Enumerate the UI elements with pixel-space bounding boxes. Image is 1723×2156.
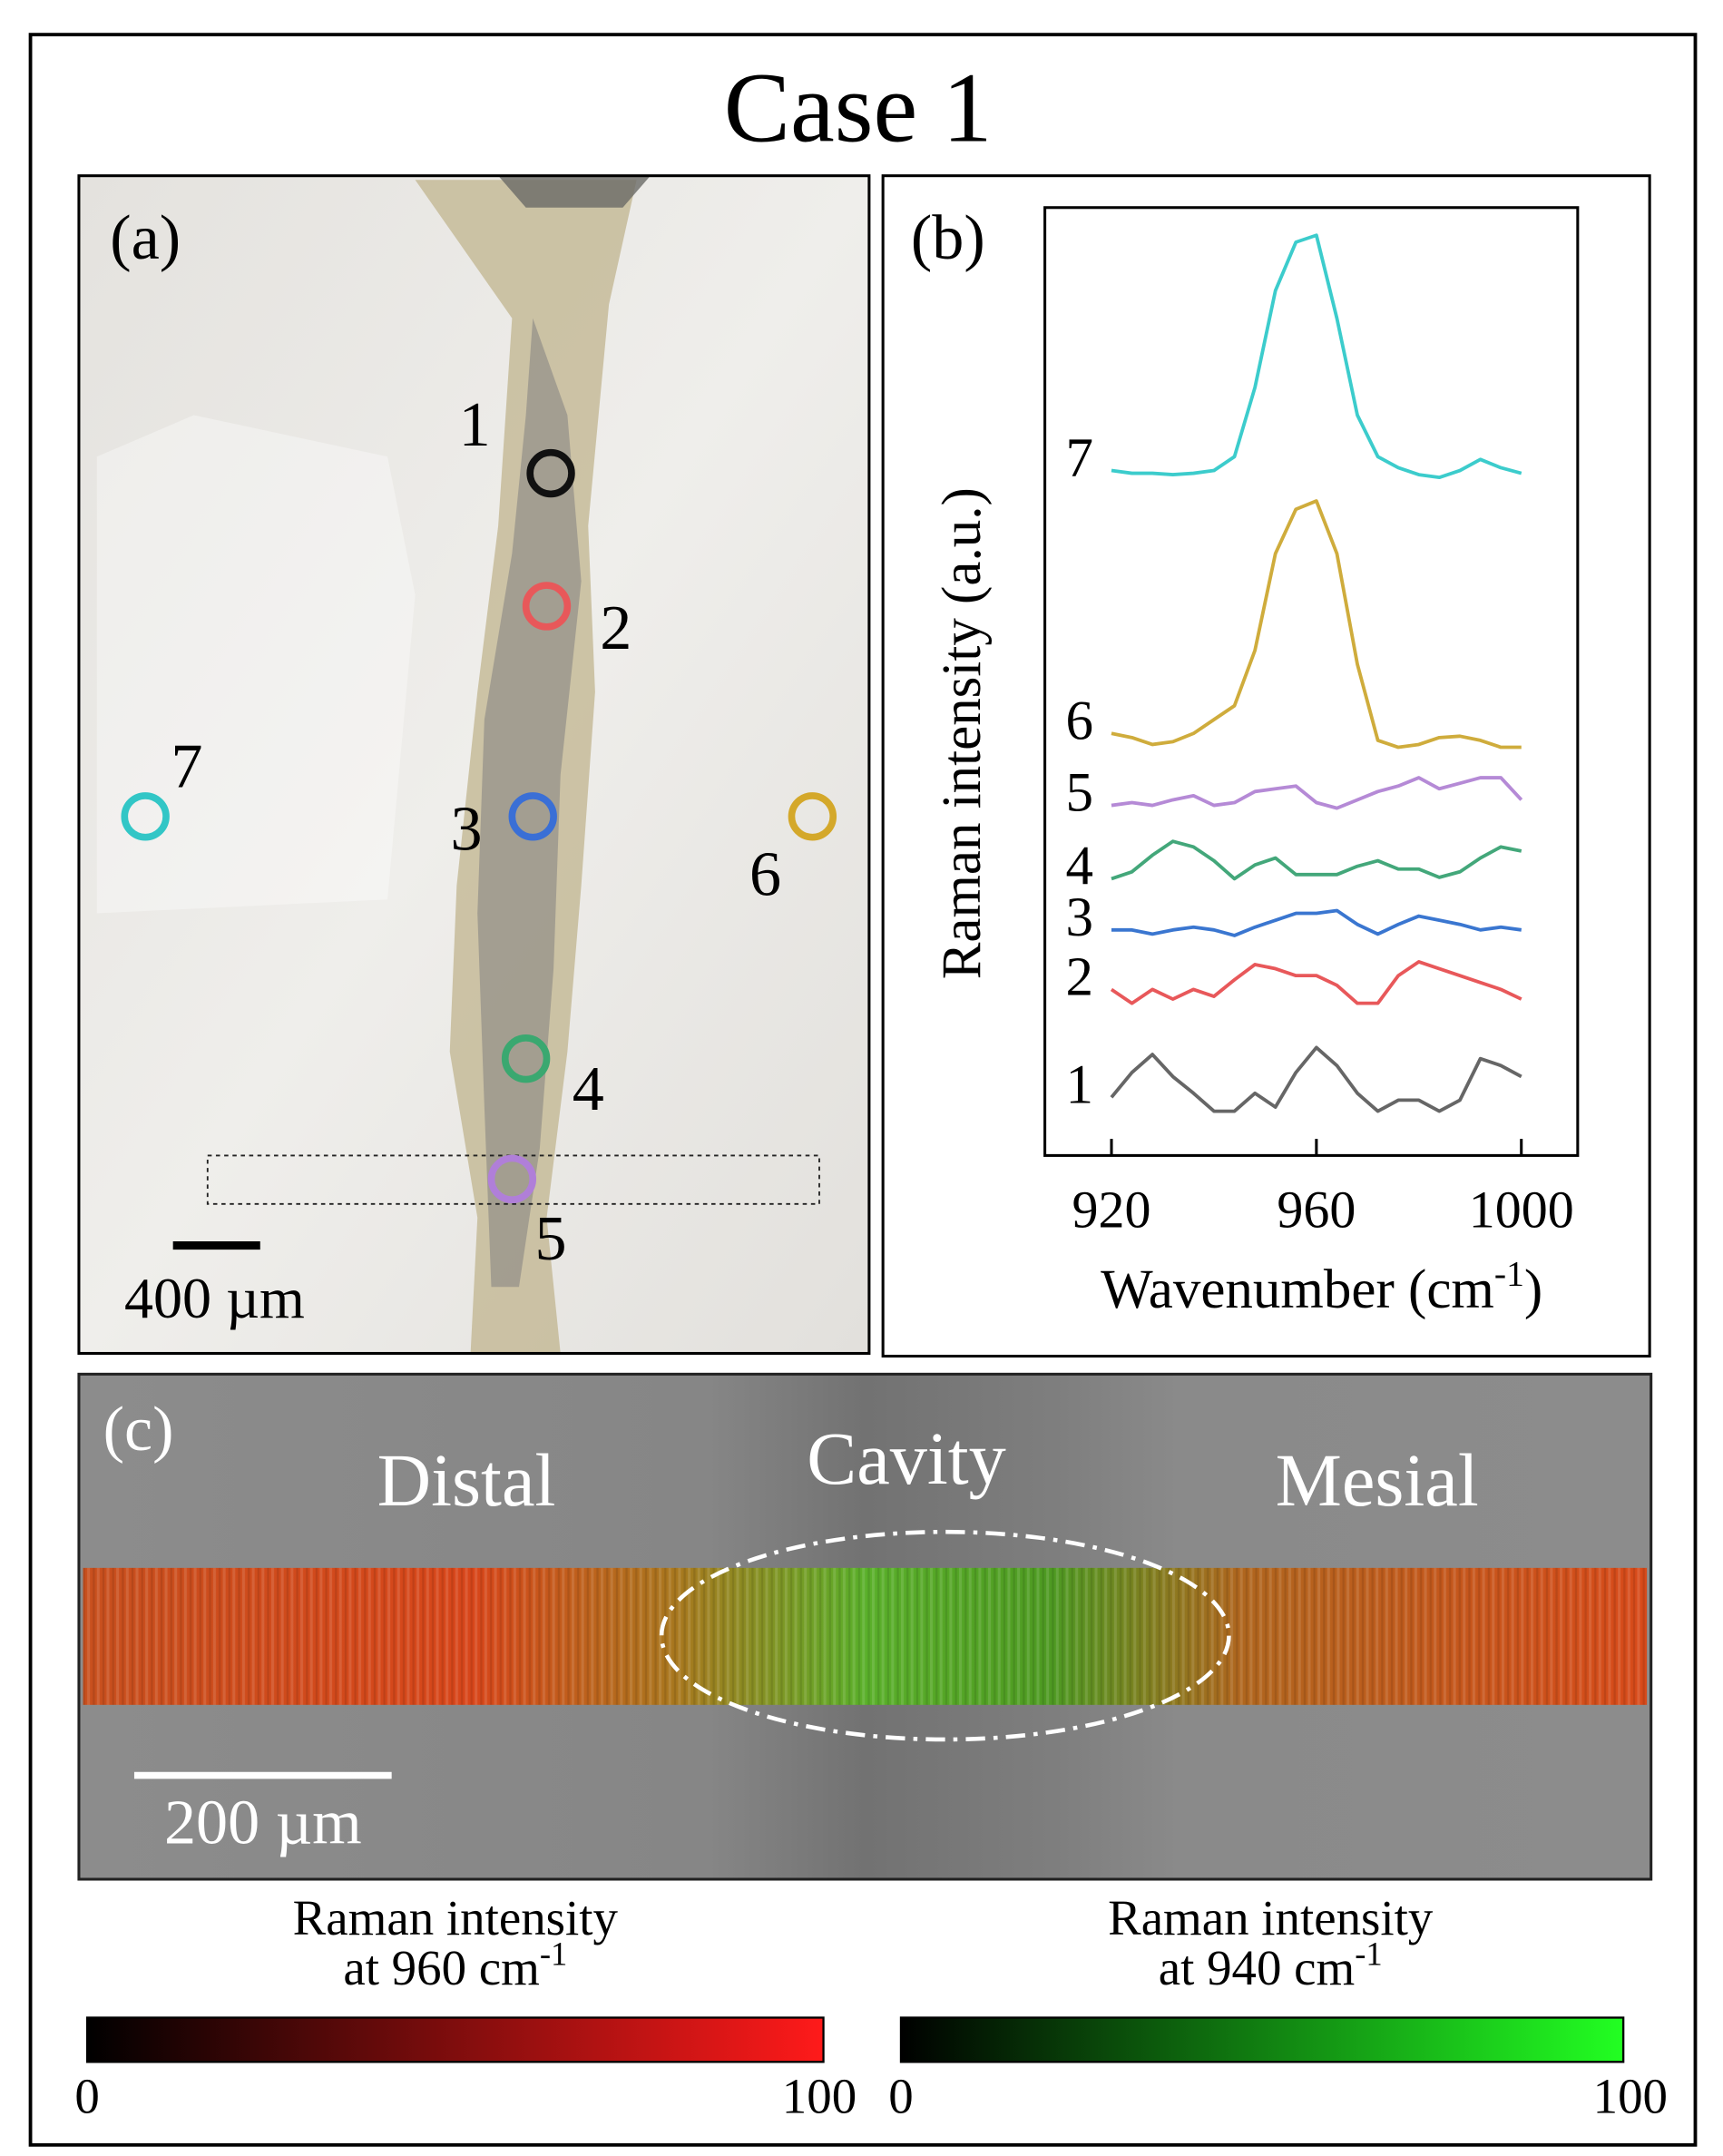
sample-point bbox=[508, 792, 557, 841]
sample-point bbox=[121, 792, 170, 841]
colorbar-subtitle-text: at 940 cm bbox=[1159, 1940, 1355, 1995]
sample-point-label: 3 bbox=[450, 793, 482, 864]
spectrum-line bbox=[1111, 776, 1523, 810]
sample-point-label: 7 bbox=[171, 731, 202, 802]
scan-region bbox=[206, 1154, 820, 1205]
panel-c: (c) Distal Cavity Mesial 200 µm bbox=[77, 1372, 1653, 1881]
scale-bar-label: 200 µm bbox=[164, 1787, 362, 1857]
panel-label: (b) bbox=[911, 202, 985, 273]
colorbar-title: Raman intensity bbox=[1108, 1890, 1434, 1945]
spectrum-line bbox=[1111, 908, 1522, 937]
spectrum-line bbox=[1111, 499, 1522, 750]
colorbar-max: 100 bbox=[1593, 2069, 1668, 2124]
sample-point-label: 5 bbox=[535, 1203, 567, 1274]
colorbar-subtitle-sup: -1 bbox=[1355, 1936, 1382, 1973]
x-axis-label-sup: -1 bbox=[1494, 1254, 1524, 1294]
outer-border bbox=[28, 33, 1698, 2147]
colorbar-max: 100 bbox=[782, 2069, 857, 2124]
panel-a-border bbox=[77, 174, 871, 1356]
colorbar bbox=[899, 2016, 1625, 2063]
colorbar-subtitle: at 940 cm-1 bbox=[1159, 1936, 1383, 1995]
raman-map-texture bbox=[83, 1567, 1648, 1705]
x-axis-label-end: ) bbox=[1524, 1259, 1542, 1320]
panel-b: (b) Raman intensity (a.u.) Wavenumber (c… bbox=[881, 174, 1651, 1358]
series-label: 6 bbox=[1065, 691, 1093, 751]
colorbar bbox=[85, 2016, 825, 2063]
region-label: Cavity bbox=[807, 1417, 1006, 1500]
series-label: 4 bbox=[1065, 837, 1093, 897]
sample-point bbox=[487, 1154, 537, 1204]
region-label: Mesial bbox=[1276, 1439, 1479, 1522]
colorbar-subtitle-sup: -1 bbox=[540, 1936, 567, 1973]
y-axis-label: Raman intensity (a.u.) bbox=[932, 487, 993, 979]
plot-frame bbox=[1043, 206, 1580, 1157]
sample-point-label: 6 bbox=[749, 839, 781, 910]
sample-point-label: 2 bbox=[600, 593, 631, 663]
top-shadow bbox=[498, 175, 651, 208]
x-axis-label: Wavenumber (cm-1) bbox=[1101, 1254, 1542, 1320]
series-label: 7 bbox=[1065, 428, 1093, 489]
spectrum-line bbox=[1110, 959, 1522, 1005]
photo-highlight bbox=[96, 415, 416, 914]
series-label: 1 bbox=[1065, 1054, 1093, 1115]
sample-point bbox=[522, 582, 572, 631]
colorbar-min: 0 bbox=[888, 2069, 913, 2124]
sample-point bbox=[526, 448, 575, 498]
sample-point bbox=[501, 1034, 551, 1083]
spectrum-line bbox=[1111, 839, 1522, 881]
colorbar-min: 0 bbox=[74, 2069, 99, 2124]
colorbar-subtitle: at 960 cm-1 bbox=[343, 1936, 567, 1995]
figure-title: Case 1 bbox=[724, 53, 993, 163]
cavity-outline bbox=[659, 1529, 1231, 1742]
panel-label: (c) bbox=[103, 1394, 174, 1465]
scale-bar-label: 400 µm bbox=[124, 1266, 305, 1330]
panel-b-border bbox=[881, 174, 1651, 1358]
colorbar-title: Raman intensity bbox=[293, 1890, 619, 1945]
x-tick-label: 960 bbox=[1277, 1181, 1356, 1240]
sample-point-label: 1 bbox=[459, 389, 491, 460]
cavity-core bbox=[477, 318, 582, 1288]
x-tick-label: 1000 bbox=[1469, 1181, 1574, 1240]
colorbar-subtitle-text: at 960 cm bbox=[343, 1940, 539, 1995]
region-label: Distal bbox=[377, 1439, 556, 1522]
sample-point-label: 4 bbox=[573, 1054, 604, 1124]
panel-a: 400 µm (a) 1 2 3 4 5 6 7 bbox=[77, 174, 871, 1356]
x-axis-label-text: Wavenumber (cm bbox=[1101, 1259, 1494, 1320]
series-label: 3 bbox=[1065, 887, 1093, 948]
colorbars: Raman intensity at 960 cm-1 0 100 Raman … bbox=[74, 1890, 1668, 2124]
panel-label: (a) bbox=[110, 202, 181, 273]
sample-point bbox=[788, 792, 837, 841]
series-label: 2 bbox=[1065, 947, 1093, 1008]
x-tick-label: 920 bbox=[1072, 1181, 1151, 1240]
series-label: 5 bbox=[1065, 763, 1093, 824]
spectrum-line bbox=[1111, 233, 1522, 480]
spectrum-line bbox=[1110, 1045, 1522, 1113]
